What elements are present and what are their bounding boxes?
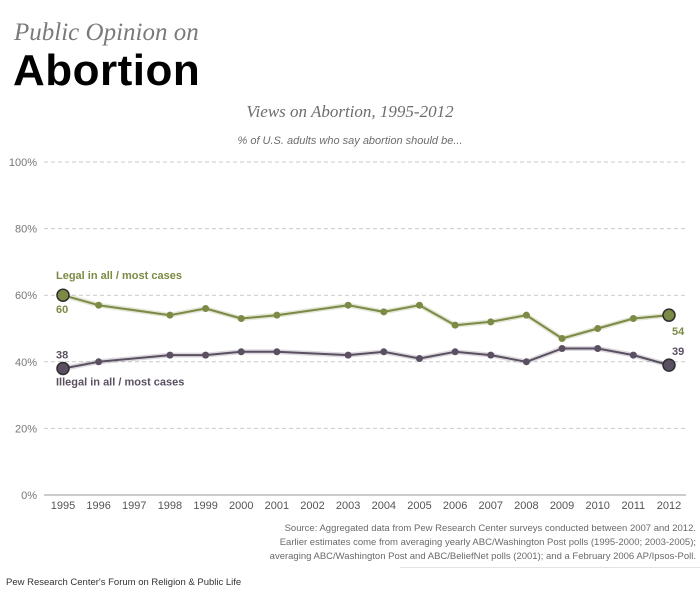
end-value-label: 54 [672,326,685,338]
series-point [273,311,281,319]
end-value-label: 39 [672,346,684,358]
series-point [344,301,352,309]
page-title: Abortion [13,46,201,95]
x-tick-label: 2005 [407,500,431,512]
series-point [202,351,210,359]
series-point [558,344,566,352]
x-tick-label: 2007 [479,500,503,512]
series-line-halo [62,292,670,341]
series-point [415,301,423,309]
source-line: averaging ABC/Washington Post and ABC/Be… [269,551,696,562]
series-point [487,351,495,359]
x-tick-label: 1996 [86,500,110,512]
series-endpoint [662,308,676,322]
chart-title: Views on Abortion, 1995-2012 [246,102,454,121]
series-point [594,344,602,352]
series-layer [56,288,676,376]
series-line-halo [62,346,670,371]
series-point [594,325,602,332]
start-value-label: 38 [56,349,68,361]
x-axis-ticks: 1995 1996 1997 1998 1999 2000 2001 2002 2003 2004… [51,500,681,512]
chart-subtitle: % of U.S. adults who say abortion should… [237,135,463,147]
series-point [629,351,637,359]
y-tick-label: 80% [15,224,37,236]
series-name-label: Illegal in all / most cases [56,376,184,388]
footer-divider [400,567,700,568]
x-tick-label: 1997 [122,500,146,512]
y-tick-label: 40% [15,357,37,369]
y-tick-label: 20% [15,423,37,435]
series-endpoint [56,288,70,302]
series-line [62,347,670,370]
series-point [95,358,103,366]
x-tick-label: 1999 [193,500,217,512]
series-name-label: Legal in all / most cases [56,270,182,282]
x-tick-label: 2000 [229,500,253,512]
start-value-label: 60 [56,304,68,316]
series-point [451,348,459,356]
y-tick-label: 0% [21,490,37,502]
series-point [166,351,174,359]
series-point [451,321,459,329]
x-tick-label: 2004 [372,500,396,512]
y-tick-label: 100% [9,157,37,169]
x-tick-label: 2003 [336,500,360,512]
y-tick-label: 60% [15,290,37,302]
x-tick-label: 2011 [622,500,646,512]
series-endpoint [56,361,70,376]
data-labels: Legal in all / most cases 60 54 Illegal in … [56,270,685,388]
source-line: Earlier estimates come from averaging ye… [279,537,696,548]
grid-lines [44,161,686,496]
series-point [166,311,174,319]
series-point [344,351,352,359]
series-line [62,294,670,340]
x-tick-label: 2010 [585,500,609,512]
x-tick-label: 2009 [550,500,574,512]
series-point [380,348,388,356]
series-point [202,305,210,313]
source-line: Source: Aggregated data from Pew Researc… [284,523,696,534]
x-tick-label: 2002 [300,500,324,512]
header-kicker: Public Opinion on [14,19,199,46]
series-endpoint [662,358,676,372]
series-point [237,348,245,356]
y-axis-ticks: 0% 20% 40% 60% 80% 100% [9,157,37,502]
series-point [558,334,566,342]
series-point [237,315,245,323]
x-tick-label: 2008 [514,500,538,512]
x-tick-label: 2001 [265,500,289,512]
x-tick-label: 2006 [443,500,467,512]
source-note: Source: Aggregated data from Pew Researc… [226,522,696,564]
series-point [629,315,637,323]
series-point [415,354,423,362]
series-point [273,348,281,356]
series-point [380,308,388,316]
x-tick-label: 1998 [158,500,182,512]
series-point [487,318,495,326]
x-tick-label: 1995 [51,500,75,512]
series-point [95,301,103,309]
series-point [522,358,530,366]
x-tick-label: 2012 [657,500,681,512]
footer-credit: Pew Research Center's Forum on Religion … [6,577,242,588]
series-point [522,311,530,319]
